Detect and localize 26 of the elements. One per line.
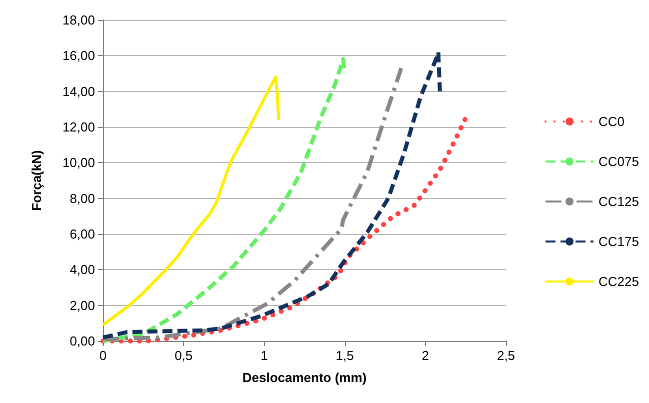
legend-label: CC175 xyxy=(598,234,639,249)
x-axis-title: Deslocamento (mm) xyxy=(242,370,367,385)
x-tick-label: 1,5 xyxy=(336,348,354,363)
legend-label: CC075 xyxy=(598,154,639,169)
y-tick-label: 6,00 xyxy=(70,226,95,242)
y-tick-label: 0,00 xyxy=(70,334,95,348)
y-tick-label: 16,00 xyxy=(62,48,95,64)
line-series xyxy=(101,50,442,340)
legend-label: CC0 xyxy=(598,114,625,129)
y-tick-label: 14,00 xyxy=(62,84,95,99)
y-tick-label: 18,00 xyxy=(62,12,95,28)
x-tick-label: 0,5 xyxy=(174,348,193,363)
y-tick-label: 12,00 xyxy=(62,120,95,134)
y-tick-label: 4,00 xyxy=(70,262,95,278)
legend-label: CC225 xyxy=(598,274,639,289)
y-tick-label: 10,00 xyxy=(62,155,95,170)
line-series xyxy=(102,76,280,326)
x-tick-label: 2,5 xyxy=(496,348,516,363)
x-tick-label: 2 xyxy=(422,348,430,363)
x-tick-label: 1 xyxy=(260,348,268,363)
y-tick-label: 8,00 xyxy=(70,190,95,206)
y-axis-title: Força(kN) xyxy=(29,150,44,211)
y-tick-label: 2,00 xyxy=(70,298,95,313)
x-tick-label: 0 xyxy=(99,348,107,363)
line-series xyxy=(101,57,347,343)
legend-label: CC125 xyxy=(598,194,639,209)
